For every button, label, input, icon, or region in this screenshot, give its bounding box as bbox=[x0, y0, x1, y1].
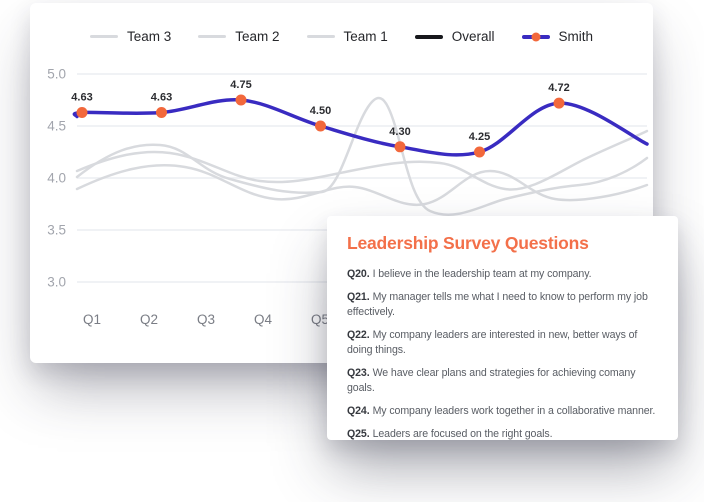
y-axis-tick-label: 4.0 bbox=[47, 171, 66, 186]
question-id: Q24. bbox=[347, 405, 370, 417]
team-3-line-swatch-icon bbox=[89, 35, 118, 38]
y-axis-tick-label: 5.0 bbox=[47, 67, 66, 82]
x-axis-tick-label: Q2 bbox=[140, 312, 158, 327]
legend-item-team-1[interactable]: Team 1 bbox=[306, 29, 388, 44]
question-item-q23: Q23. We have clear plans and strategies f… bbox=[347, 366, 662, 396]
legend-item-overall[interactable]: Overall bbox=[414, 29, 495, 44]
question-id: Q25. bbox=[347, 428, 370, 440]
question-id: Q21. bbox=[347, 291, 370, 303]
question-item-q20: Q20. I believe in the leadership team at … bbox=[347, 267, 662, 282]
data-point-marker[interactable] bbox=[76, 107, 88, 118]
questions-card: Leadership Survey Questions Q20. I believ… bbox=[327, 216, 678, 440]
data-point-marker[interactable] bbox=[315, 120, 326, 132]
team-line bbox=[75, 129, 649, 191]
data-point-label: 4.63 bbox=[71, 92, 92, 104]
data-point-label: 4.50 bbox=[310, 105, 331, 117]
question-item-q21: Q21. My manager tells me what I need to k… bbox=[347, 290, 662, 320]
question-text: My manager tells me what I need to know … bbox=[347, 291, 648, 318]
team-2-line-swatch-icon bbox=[198, 35, 227, 38]
y-axis-tick-label: 3.5 bbox=[47, 223, 66, 238]
data-point-label: 4.75 bbox=[230, 79, 251, 91]
data-point-marker[interactable] bbox=[394, 141, 406, 153]
data-point-marker[interactable] bbox=[474, 146, 485, 158]
smith-line-swatch-icon bbox=[521, 32, 550, 41]
data-point-label: 4.30 bbox=[389, 126, 410, 138]
x-axis-tick-label: Q3 bbox=[197, 312, 215, 327]
question-id: Q22. bbox=[347, 329, 370, 341]
overall-line-swatch-icon bbox=[414, 34, 443, 39]
legend-label: Team 1 bbox=[343, 29, 388, 44]
y-axis-tick-label: 4.5 bbox=[47, 119, 66, 134]
data-point-marker[interactable] bbox=[156, 107, 167, 118]
y-axis-tick-label: 3.0 bbox=[47, 275, 66, 290]
chart-legend: Team 3 Team 2 Team 1 Overall Smith bbox=[30, 29, 653, 44]
data-point-marker[interactable] bbox=[235, 94, 247, 106]
smith-line bbox=[72, 98, 649, 157]
x-axis-tick-label: Q1 bbox=[83, 312, 101, 327]
legend-item-smith[interactable]: Smith bbox=[521, 29, 594, 44]
smith-marker-dot-icon bbox=[531, 32, 541, 41]
legend-item-team-2[interactable]: Team 2 bbox=[198, 29, 280, 44]
data-point-label: 4.63 bbox=[151, 92, 172, 104]
question-item-q22: Q22. My company leaders are interested in… bbox=[347, 328, 662, 358]
question-item-q24: Q24. My company leaders work together in … bbox=[347, 404, 662, 419]
question-id: Q23. bbox=[347, 367, 370, 379]
question-text: We have clear plans and strategies for a… bbox=[347, 367, 636, 394]
data-point-marker[interactable] bbox=[553, 97, 565, 109]
question-text: I believe in the leadership team at my c… bbox=[372, 268, 592, 280]
questions-card-title: Leadership Survey Questions bbox=[347, 233, 589, 253]
data-point-label: 4.25 bbox=[469, 131, 490, 143]
x-axis-tick-label: Q5 bbox=[311, 312, 329, 327]
team-line bbox=[75, 164, 649, 207]
question-text: My company leaders work together in a co… bbox=[372, 405, 656, 417]
legend-label: Team 2 bbox=[235, 29, 280, 44]
question-text: Leaders are focused on the right goals. bbox=[372, 428, 553, 440]
legend-label: Overall bbox=[451, 29, 495, 44]
question-id: Q20. bbox=[347, 268, 370, 280]
legend-label: Smith bbox=[558, 29, 594, 44]
question-text: My company leaders are interested in new… bbox=[347, 329, 638, 356]
data-point-label: 4.72 bbox=[548, 82, 569, 94]
team-1-line-swatch-icon bbox=[306, 35, 335, 38]
legend-label: Team 3 bbox=[126, 29, 172, 44]
question-item-q25: Q25. Leaders are focused on the right goa… bbox=[347, 427, 662, 442]
x-axis-tick-label: Q4 bbox=[254, 312, 273, 327]
legend-item-team-3[interactable]: Team 3 bbox=[89, 29, 172, 44]
